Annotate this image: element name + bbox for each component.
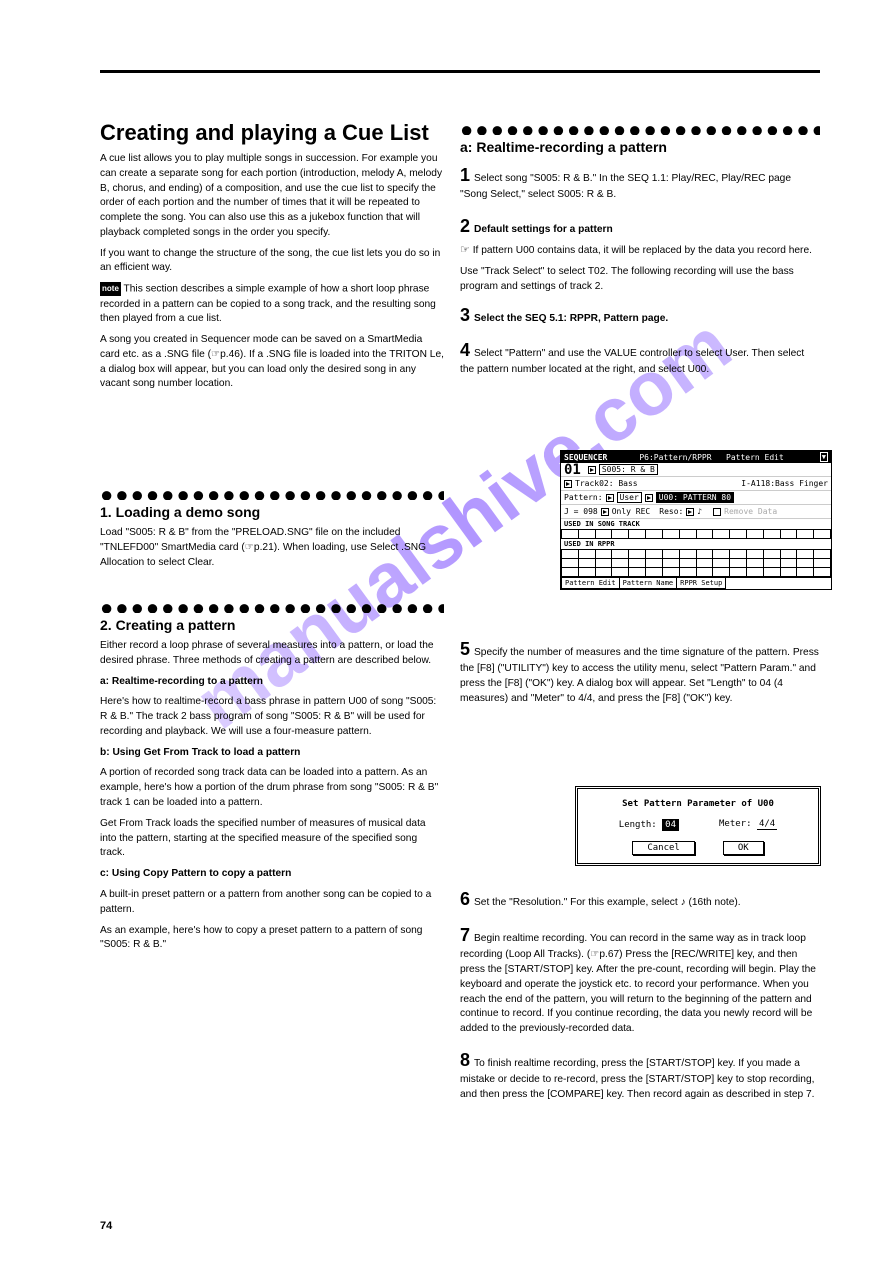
para: Here's how to realtime-record a bass phr… bbox=[100, 695, 444, 739]
play-icon[interactable] bbox=[645, 494, 653, 502]
tab-pattern-name[interactable]: Pattern Name bbox=[619, 578, 678, 589]
para: This section describes a simple example … bbox=[100, 284, 436, 325]
page-number: 74 bbox=[100, 1220, 112, 1232]
play-icon[interactable] bbox=[601, 508, 609, 516]
step-text: Select song "S005: R & B." In the SEQ 1.… bbox=[460, 173, 791, 200]
seq-track[interactable]: Track02: Bass bbox=[575, 479, 638, 488]
length-label: Length: bbox=[619, 820, 657, 830]
seq-used-song: USED IN SONG TRACK bbox=[561, 519, 831, 529]
method-b-h: b: Using Get From Track to load a patter… bbox=[100, 747, 300, 758]
play-icon[interactable] bbox=[686, 508, 694, 516]
dots: ●●●●●●●●●●●●●●●●●●●●●●●●●●●●● bbox=[100, 490, 444, 500]
seq-remove[interactable]: Remove Data bbox=[724, 507, 777, 516]
length-value[interactable]: 04 bbox=[662, 819, 679, 831]
step-text: Begin realtime recording. You can record… bbox=[460, 933, 816, 1034]
step-6: 6Set the "Resolution." For this example,… bbox=[460, 886, 820, 912]
seq-tabs: Pattern Edit Pattern Name RPPR Setup bbox=[561, 577, 831, 589]
dots: ●●●●●●●●●●●●●●●●●●●●●●●●●●●●● bbox=[100, 603, 444, 613]
step-text: To finish realtime recording, press the … bbox=[460, 1058, 815, 1100]
play-icon[interactable] bbox=[606, 494, 614, 502]
seq-title-left: SEQUENCER bbox=[564, 453, 607, 462]
para: Get From Track loads the specified numbe… bbox=[100, 817, 444, 861]
step-text: Select the SEQ 5.1: RPPR, Pattern page. bbox=[474, 313, 668, 324]
seq-grid-rppr bbox=[561, 549, 831, 577]
play-icon[interactable] bbox=[588, 466, 596, 474]
step-7: 7Begin realtime recording. You can recor… bbox=[460, 922, 820, 1037]
seq-tempo[interactable]: J = 098 bbox=[564, 507, 598, 516]
seq-pat-label: Pattern: bbox=[564, 493, 603, 502]
step-1: 1Select song "S005: R & B." In the SEQ 1… bbox=[460, 162, 820, 203]
para: A song you created in Sequencer mode can… bbox=[100, 333, 444, 392]
heading-create-pattern: 2. Creating a pattern bbox=[100, 617, 444, 633]
seq-pat-type[interactable]: User bbox=[617, 492, 642, 503]
finger-icon: ☞ bbox=[460, 244, 470, 256]
step-text: Use "Track Select" to select T02. The fo… bbox=[460, 265, 820, 295]
step-5: 5Specify the number of measures and the … bbox=[460, 636, 820, 706]
seq-pos: 01 bbox=[564, 462, 581, 478]
seq-title-right: Pattern Edit bbox=[726, 453, 784, 462]
para: If you want to change the structure of t… bbox=[100, 247, 444, 277]
dots: ●●●●●●●●●●●●●●●●●●●●●●●●●●●●● bbox=[460, 125, 820, 135]
para: As an example, here's how to copy a pres… bbox=[100, 924, 444, 954]
seq-prog: I-A118:Bass Finger bbox=[741, 479, 828, 488]
para: Either record a loop phrase of several m… bbox=[100, 639, 444, 669]
seq-reso-label: Reso: bbox=[659, 507, 683, 516]
step-4: 4Select "Pattern" and use the VALUE cont… bbox=[460, 337, 820, 378]
seq-title-mid: P6:Pattern/RPPR bbox=[639, 453, 711, 462]
seq-song-row: 01 S005: R & B bbox=[561, 463, 831, 477]
method-a-h: a: Realtime-recording to a pattern bbox=[100, 676, 263, 687]
seq-used-rppr: USED IN RPPR bbox=[561, 539, 831, 549]
note-badge: note bbox=[100, 282, 121, 296]
seq-pattern-row: Pattern: User U00: PATTERN 80 bbox=[561, 491, 831, 505]
seq-song[interactable]: S005: R & B bbox=[599, 464, 658, 475]
para: A cue list allows you to play multiple s… bbox=[100, 152, 444, 241]
para: Load "S005: R & B" from the "PRELOAD.SNG… bbox=[100, 526, 444, 570]
seq-grid-song bbox=[561, 529, 831, 539]
para: A portion of recorded song track data ca… bbox=[100, 766, 444, 810]
method-c-h: c: Using Copy Pattern to copy a pattern bbox=[100, 868, 291, 879]
meter-label: Meter: bbox=[719, 819, 752, 829]
seq-titlebar: SEQUENCER P6:Pattern/RPPR Pattern Edit ▼ bbox=[561, 451, 831, 463]
seq-tempo-row: J = 098 Only REC Reso: ♪ Remove Data bbox=[561, 505, 831, 519]
para: A built-in preset pattern or a pattern f… bbox=[100, 888, 444, 918]
step-2: 2Default settings for a pattern bbox=[460, 213, 820, 239]
seq-onlyrec[interactable]: Only REC bbox=[612, 507, 651, 516]
heading-load-demo: 1. Loading a demo song bbox=[100, 504, 444, 520]
pattern-param-dialog: Set Pattern Parameter of U00 Length: 04 … bbox=[575, 786, 821, 866]
step-text: Default settings for a pattern bbox=[474, 224, 613, 235]
seq-menu-icon[interactable]: ▼ bbox=[820, 452, 828, 462]
play-icon[interactable] bbox=[564, 480, 572, 488]
dialog-title: Set Pattern Parameter of U00 bbox=[584, 799, 812, 809]
tab-rppr-setup[interactable]: RPPR Setup bbox=[676, 578, 726, 589]
seq-reso-val[interactable]: ♪ bbox=[697, 507, 702, 516]
heading-record-pattern: a: Realtime-recording a pattern bbox=[460, 139, 820, 155]
seq-track-row: Track02: Bass I-A118:Bass Finger bbox=[561, 477, 831, 491]
top-rule bbox=[100, 70, 820, 73]
meter-value[interactable]: 4/4 bbox=[757, 819, 777, 830]
ok-button[interactable]: OK bbox=[723, 841, 764, 855]
cancel-button[interactable]: Cancel bbox=[632, 841, 695, 855]
seq-pat-sel[interactable]: U00: PATTERN 80 bbox=[656, 492, 734, 503]
step-text: Select "Pattern" and use the VALUE contr… bbox=[460, 348, 804, 375]
step-text: Set the "Resolution." For this example, … bbox=[474, 897, 741, 908]
step-8: 8To finish realtime recording, press the… bbox=[460, 1047, 820, 1103]
checkbox-icon[interactable] bbox=[713, 508, 721, 516]
step-note: If pattern U00 contains data, it will be… bbox=[473, 245, 812, 256]
sequencer-screenshot: SEQUENCER P6:Pattern/RPPR Pattern Edit ▼… bbox=[560, 450, 832, 590]
step-3: 3Select the SEQ 5.1: RPPR, Pattern page. bbox=[460, 302, 820, 328]
step-text: Specify the number of measures and the t… bbox=[460, 647, 819, 704]
heading-cue-list: Creating and playing a Cue List bbox=[100, 120, 444, 146]
tab-pattern-edit[interactable]: Pattern Edit bbox=[561, 578, 620, 589]
